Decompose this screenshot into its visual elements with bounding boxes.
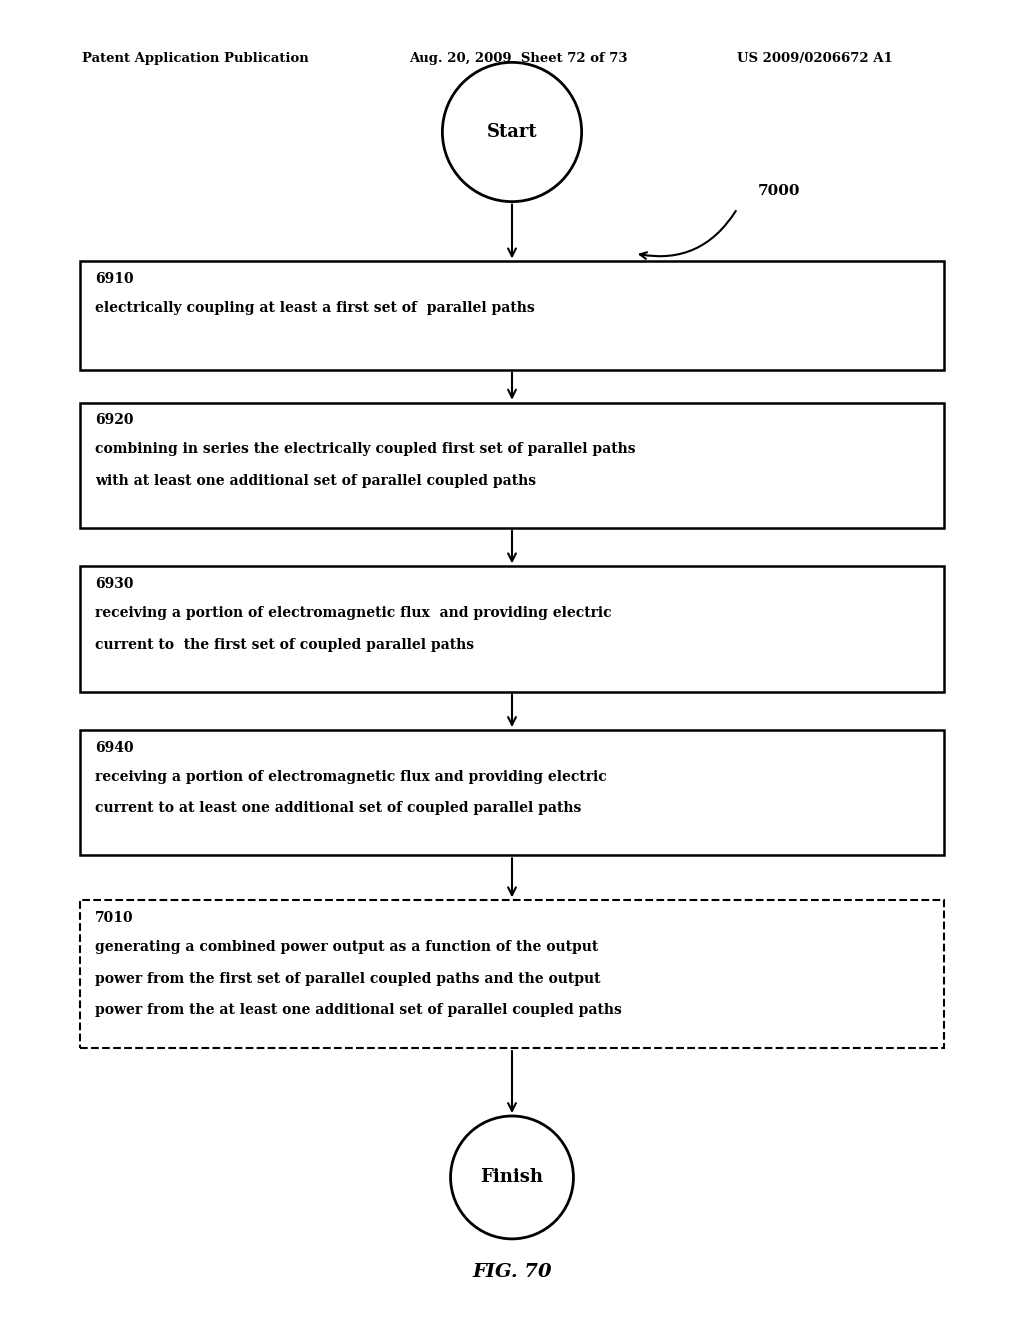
Text: current to  the first set of coupled parallel paths: current to the first set of coupled para… (95, 638, 474, 652)
Text: electrically coupling at least a first set of  parallel paths: electrically coupling at least a first s… (95, 301, 535, 315)
Text: 7010: 7010 (95, 911, 134, 925)
Text: Start: Start (486, 123, 538, 141)
Text: 6940: 6940 (95, 741, 134, 755)
Text: with at least one additional set of parallel coupled paths: with at least one additional set of para… (95, 474, 537, 488)
Text: generating a combined power output as a function of the output: generating a combined power output as a … (95, 940, 598, 954)
Text: 6920: 6920 (95, 413, 134, 428)
Text: receiving a portion of electromagnetic flux and providing electric: receiving a portion of electromagnetic f… (95, 770, 607, 784)
Text: receiving a portion of electromagnetic flux  and providing electric: receiving a portion of electromagnetic f… (95, 606, 612, 620)
Text: combining in series the electrically coupled first set of parallel paths: combining in series the electrically cou… (95, 442, 636, 457)
Text: Aug. 20, 2009  Sheet 72 of 73: Aug. 20, 2009 Sheet 72 of 73 (410, 51, 628, 65)
Text: 6910: 6910 (95, 272, 134, 286)
Text: 6930: 6930 (95, 577, 134, 591)
Text: Finish: Finish (480, 1168, 544, 1187)
FancyArrowPatch shape (640, 211, 736, 259)
Text: current to at least one additional set of coupled parallel paths: current to at least one additional set o… (95, 801, 582, 816)
Text: US 2009/0206672 A1: US 2009/0206672 A1 (737, 51, 893, 65)
Text: FIG. 70: FIG. 70 (472, 1263, 552, 1282)
Text: power from the first set of parallel coupled paths and the output: power from the first set of parallel cou… (95, 972, 601, 986)
Text: Patent Application Publication: Patent Application Publication (82, 51, 308, 65)
Text: 7000: 7000 (758, 185, 801, 198)
Text: power from the at least one additional set of parallel coupled paths: power from the at least one additional s… (95, 1003, 623, 1018)
